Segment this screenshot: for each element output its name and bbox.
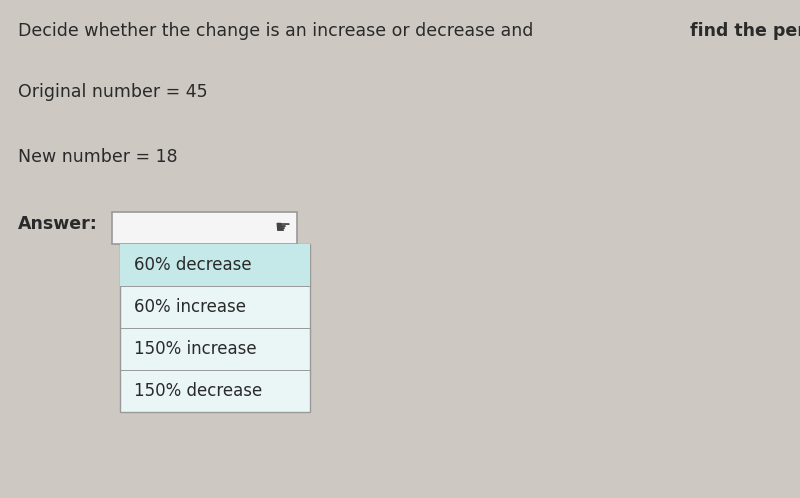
Text: Decide whether the change is an increase or decrease and: Decide whether the change is an increase… bbox=[18, 22, 539, 40]
Text: 60% increase: 60% increase bbox=[134, 298, 246, 316]
FancyBboxPatch shape bbox=[112, 212, 297, 244]
Text: Answer:: Answer: bbox=[18, 215, 98, 233]
Text: Original number = 45: Original number = 45 bbox=[18, 83, 208, 101]
Text: New number = 18: New number = 18 bbox=[18, 148, 178, 166]
Text: 150% increase: 150% increase bbox=[134, 340, 257, 358]
Text: 60% decrease: 60% decrease bbox=[134, 256, 252, 274]
Text: ☛: ☛ bbox=[275, 219, 291, 237]
FancyBboxPatch shape bbox=[120, 244, 310, 286]
Text: find the percent change.: find the percent change. bbox=[690, 22, 800, 40]
FancyBboxPatch shape bbox=[120, 244, 310, 412]
Text: 150% decrease: 150% decrease bbox=[134, 382, 262, 400]
